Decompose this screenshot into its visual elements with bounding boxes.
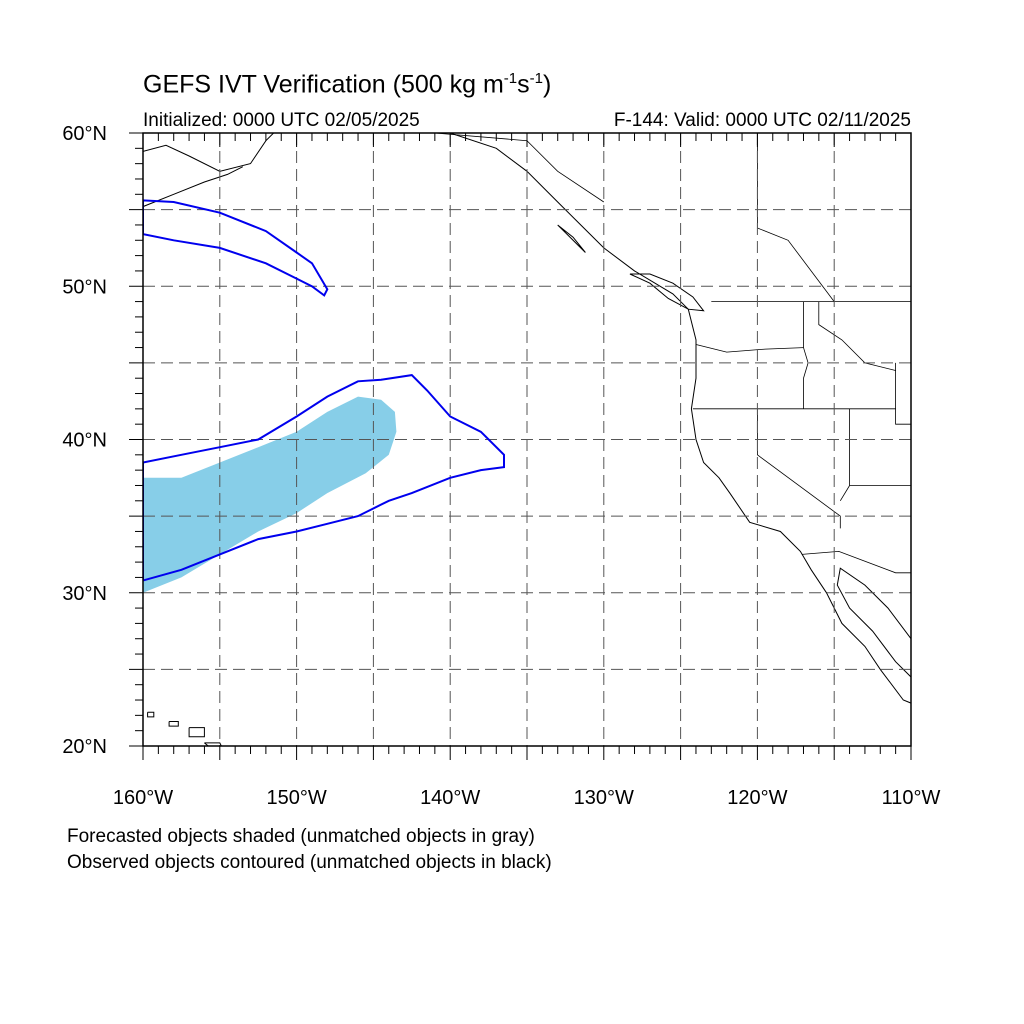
coastline-vancouver-island <box>629 273 705 312</box>
lat-tick-label: 40°N <box>62 430 107 452</box>
coastline-hawaii-big-island <box>204 742 222 746</box>
observed-object-2 <box>143 199 329 297</box>
coastline-haida-gwaii <box>557 224 586 253</box>
axis-ticks-layer <box>129 132 912 760</box>
lat-tick-label: 20°N <box>62 736 107 758</box>
forecast-legend-note: Forecasted objects shaded (unmatched obj… <box>67 826 535 847</box>
border-id-mt <box>818 301 896 371</box>
coastline-hawaii-maui <box>188 727 205 738</box>
lon-tick-label: 130°W <box>574 787 634 809</box>
border-ca-nv <box>757 408 841 529</box>
coastline-alaska <box>143 133 274 172</box>
lat-tick-label: 50°N <box>62 276 107 298</box>
border-wa-or <box>695 344 804 353</box>
valid-time-label: F-144: Valid: 0000 UTC 02/11/2025 <box>613 110 911 131</box>
coastline-hawaii-kauai <box>147 711 155 718</box>
axis-labels-layer: 160°W 150°W 140°W 130°W 120°W 110°W 60°N 50°N 40… <box>62 123 940 809</box>
init-time-label: Initialized: 0000 UTC 02/05/2025 <box>143 110 420 131</box>
observed-objects-layer <box>143 199 505 582</box>
coastline-kodiak <box>143 166 244 208</box>
page-title: GEFS IVT Verification (500 kg m-1s-1) <box>143 70 552 99</box>
border-nv-ut <box>839 408 850 502</box>
border-us-mexico <box>801 550 911 574</box>
border-bc-alberta <box>757 133 835 302</box>
observed-legend-note: Observed objects contoured (unmatched ob… <box>67 852 552 873</box>
forecast-objects-layer <box>143 396 397 593</box>
border-or-id <box>803 301 809 409</box>
border-wy <box>895 362 911 425</box>
coastline-gulf-of-california <box>836 567 911 678</box>
lon-tick-label: 150°W <box>266 787 326 809</box>
forecast-object-1 <box>143 396 397 593</box>
lon-tick-label: 160°W <box>113 787 173 809</box>
lon-tick-label: 120°W <box>727 787 787 809</box>
coastlines-layer <box>143 133 911 746</box>
lat-tick-label: 30°N <box>62 583 107 605</box>
coastline-hawaii-oahu <box>168 721 179 727</box>
border-alaska-canada <box>434 133 605 203</box>
coastline-north-america <box>450 133 911 704</box>
lat-tick-label: 60°N <box>62 123 107 145</box>
lon-tick-label: 140°W <box>420 787 480 809</box>
lon-tick-label: 110°W <box>882 787 941 809</box>
observed-object-1 <box>143 374 505 582</box>
gridlines-layer <box>143 133 911 746</box>
